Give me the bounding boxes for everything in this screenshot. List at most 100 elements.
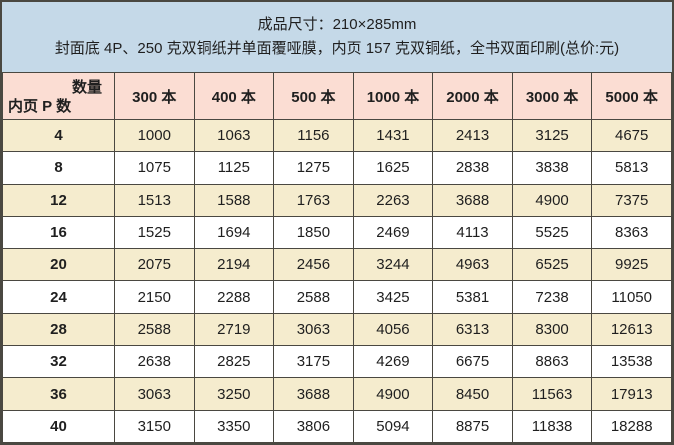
row-label-pages: 8 (2, 151, 115, 185)
spec-line: 封面底 4P、250 克双铜纸并单面覆哑膜，内页 157 克双铜纸，全书双面印刷… (54, 39, 620, 57)
corner-label-quantity: 数量 (71, 79, 102, 96)
column-header: 3000 本 (511, 72, 593, 120)
price-cell: 2825 (193, 345, 275, 379)
price-cell: 3688 (273, 377, 354, 411)
price-cell: 1513 (114, 183, 195, 217)
table-row: 40 3150 3350 3806 5094 8875 11838 18288 (2, 409, 672, 444)
row-label-pages: 36 (2, 377, 115, 411)
price-cell: 2588 (273, 280, 354, 314)
price-cell: 5813 (591, 151, 672, 185)
price-cell: 3125 (511, 118, 593, 153)
title-banner: 成品尺寸：210×285mm 封面底 4P、250 克双铜纸并单面覆哑膜，内页 … (2, 2, 672, 72)
price-cell: 17913 (591, 377, 672, 411)
price-table-body: 4 1000 1063 1156 1431 2413 3125 4675 8 1075 1125 12… (2, 118, 672, 444)
price-cell: 2413 (432, 118, 513, 153)
table-row: 32 2638 2825 3175 4269 6675 8863 13538 (2, 345, 672, 379)
price-cell: 1763 (273, 183, 354, 217)
column-header: 400 本 (193, 72, 275, 120)
product-size-line: 成品尺寸：210×285mm (257, 15, 417, 33)
price-cell: 3806 (273, 409, 354, 444)
price-cell: 1431 (352, 118, 434, 153)
table-row: 36 3063 3250 3688 4900 8450 11563 17913 (2, 377, 672, 411)
table-row: 28 2588 2719 3063 4056 6313 8300 12613 (2, 312, 672, 347)
price-cell: 2194 (193, 248, 275, 282)
price-cell: 5525 (511, 215, 593, 250)
price-cell: 2838 (432, 151, 513, 185)
price-cell: 5094 (352, 409, 434, 444)
table-row: 24 2150 2288 2588 3425 5381 7238 11050 (2, 280, 672, 314)
price-cell: 12613 (591, 312, 672, 347)
row-label-pages: 16 (2, 215, 115, 250)
price-cell: 4900 (352, 377, 434, 411)
price-cell: 1850 (273, 215, 354, 250)
price-cell: 1063 (193, 118, 275, 153)
price-cell: 3063 (114, 377, 195, 411)
table-row: 20 2075 2194 2456 3244 4963 6525 9925 (2, 248, 672, 282)
price-cell: 1000 (114, 118, 195, 153)
row-label-pages: 28 (2, 312, 115, 347)
price-cell: 3425 (352, 280, 434, 314)
row-label-pages: 40 (2, 409, 115, 444)
price-cell: 2456 (273, 248, 354, 282)
price-cell: 5381 (432, 280, 513, 314)
price-cell: 4269 (352, 345, 434, 379)
price-cell: 8450 (432, 377, 513, 411)
price-cell: 2263 (352, 183, 434, 217)
price-cell: 4675 (591, 118, 672, 153)
column-header: 1000 本 (352, 72, 434, 120)
price-cell: 4056 (352, 312, 434, 347)
price-cell: 1156 (273, 118, 354, 153)
price-table: 数量 内页 P 数 300 本 400 本 500 本 1000 本 2000 … (2, 72, 672, 444)
price-cell: 11563 (511, 377, 593, 411)
table-row: 4 1000 1063 1156 1431 2413 3125 4675 (2, 118, 672, 153)
price-cell: 3250 (193, 377, 275, 411)
price-cell: 8875 (432, 409, 513, 444)
price-cell: 3350 (193, 409, 275, 444)
price-cell: 4963 (432, 248, 513, 282)
price-cell: 11838 (511, 409, 593, 444)
price-cell: 3838 (511, 151, 593, 185)
price-cell: 8300 (511, 312, 593, 347)
price-cell: 3150 (114, 409, 195, 444)
price-cell: 4900 (511, 183, 593, 217)
price-cell: 7375 (591, 183, 672, 217)
table-row: 12 1513 1588 1763 2263 3688 4900 7375 (2, 183, 672, 217)
price-cell: 3688 (432, 183, 513, 217)
price-cell: 8363 (591, 215, 672, 250)
price-cell: 1075 (114, 151, 195, 185)
column-header-row: 数量 内页 P 数 300 本 400 本 500 本 1000 本 2000 … (2, 72, 672, 120)
column-header: 2000 本 (432, 72, 513, 120)
price-cell: 11050 (591, 280, 672, 314)
diagonal-corner-cell: 数量 内页 P 数 (2, 72, 115, 120)
price-cell: 2150 (114, 280, 195, 314)
price-cell: 7238 (511, 280, 593, 314)
price-cell: 1625 (352, 151, 434, 185)
price-cell: 2075 (114, 248, 195, 282)
price-cell: 3175 (273, 345, 354, 379)
column-header: 300 本 (114, 72, 195, 120)
price-cell: 2588 (114, 312, 195, 347)
column-header: 500 本 (273, 72, 354, 120)
price-cell: 3063 (273, 312, 354, 347)
price-cell: 2288 (193, 280, 275, 314)
corner-label-pages: 内页 P 数 (8, 98, 72, 115)
price-cell: 2638 (114, 345, 195, 379)
price-cell: 8863 (511, 345, 593, 379)
price-cell: 18288 (591, 409, 672, 444)
price-cell: 13538 (591, 345, 672, 379)
price-cell: 1525 (114, 215, 195, 250)
price-cell: 4113 (432, 215, 513, 250)
column-header: 5000 本 (591, 72, 672, 120)
price-cell: 3244 (352, 248, 434, 282)
price-cell: 1588 (193, 183, 275, 217)
row-label-pages: 12 (2, 183, 115, 217)
price-cell: 1125 (193, 151, 275, 185)
price-cell: 6525 (511, 248, 593, 282)
price-cell: 9925 (591, 248, 672, 282)
price-cell: 6675 (432, 345, 513, 379)
price-cell: 2719 (193, 312, 275, 347)
row-label-pages: 24 (2, 280, 115, 314)
row-label-pages: 20 (2, 248, 115, 282)
price-cell: 6313 (432, 312, 513, 347)
